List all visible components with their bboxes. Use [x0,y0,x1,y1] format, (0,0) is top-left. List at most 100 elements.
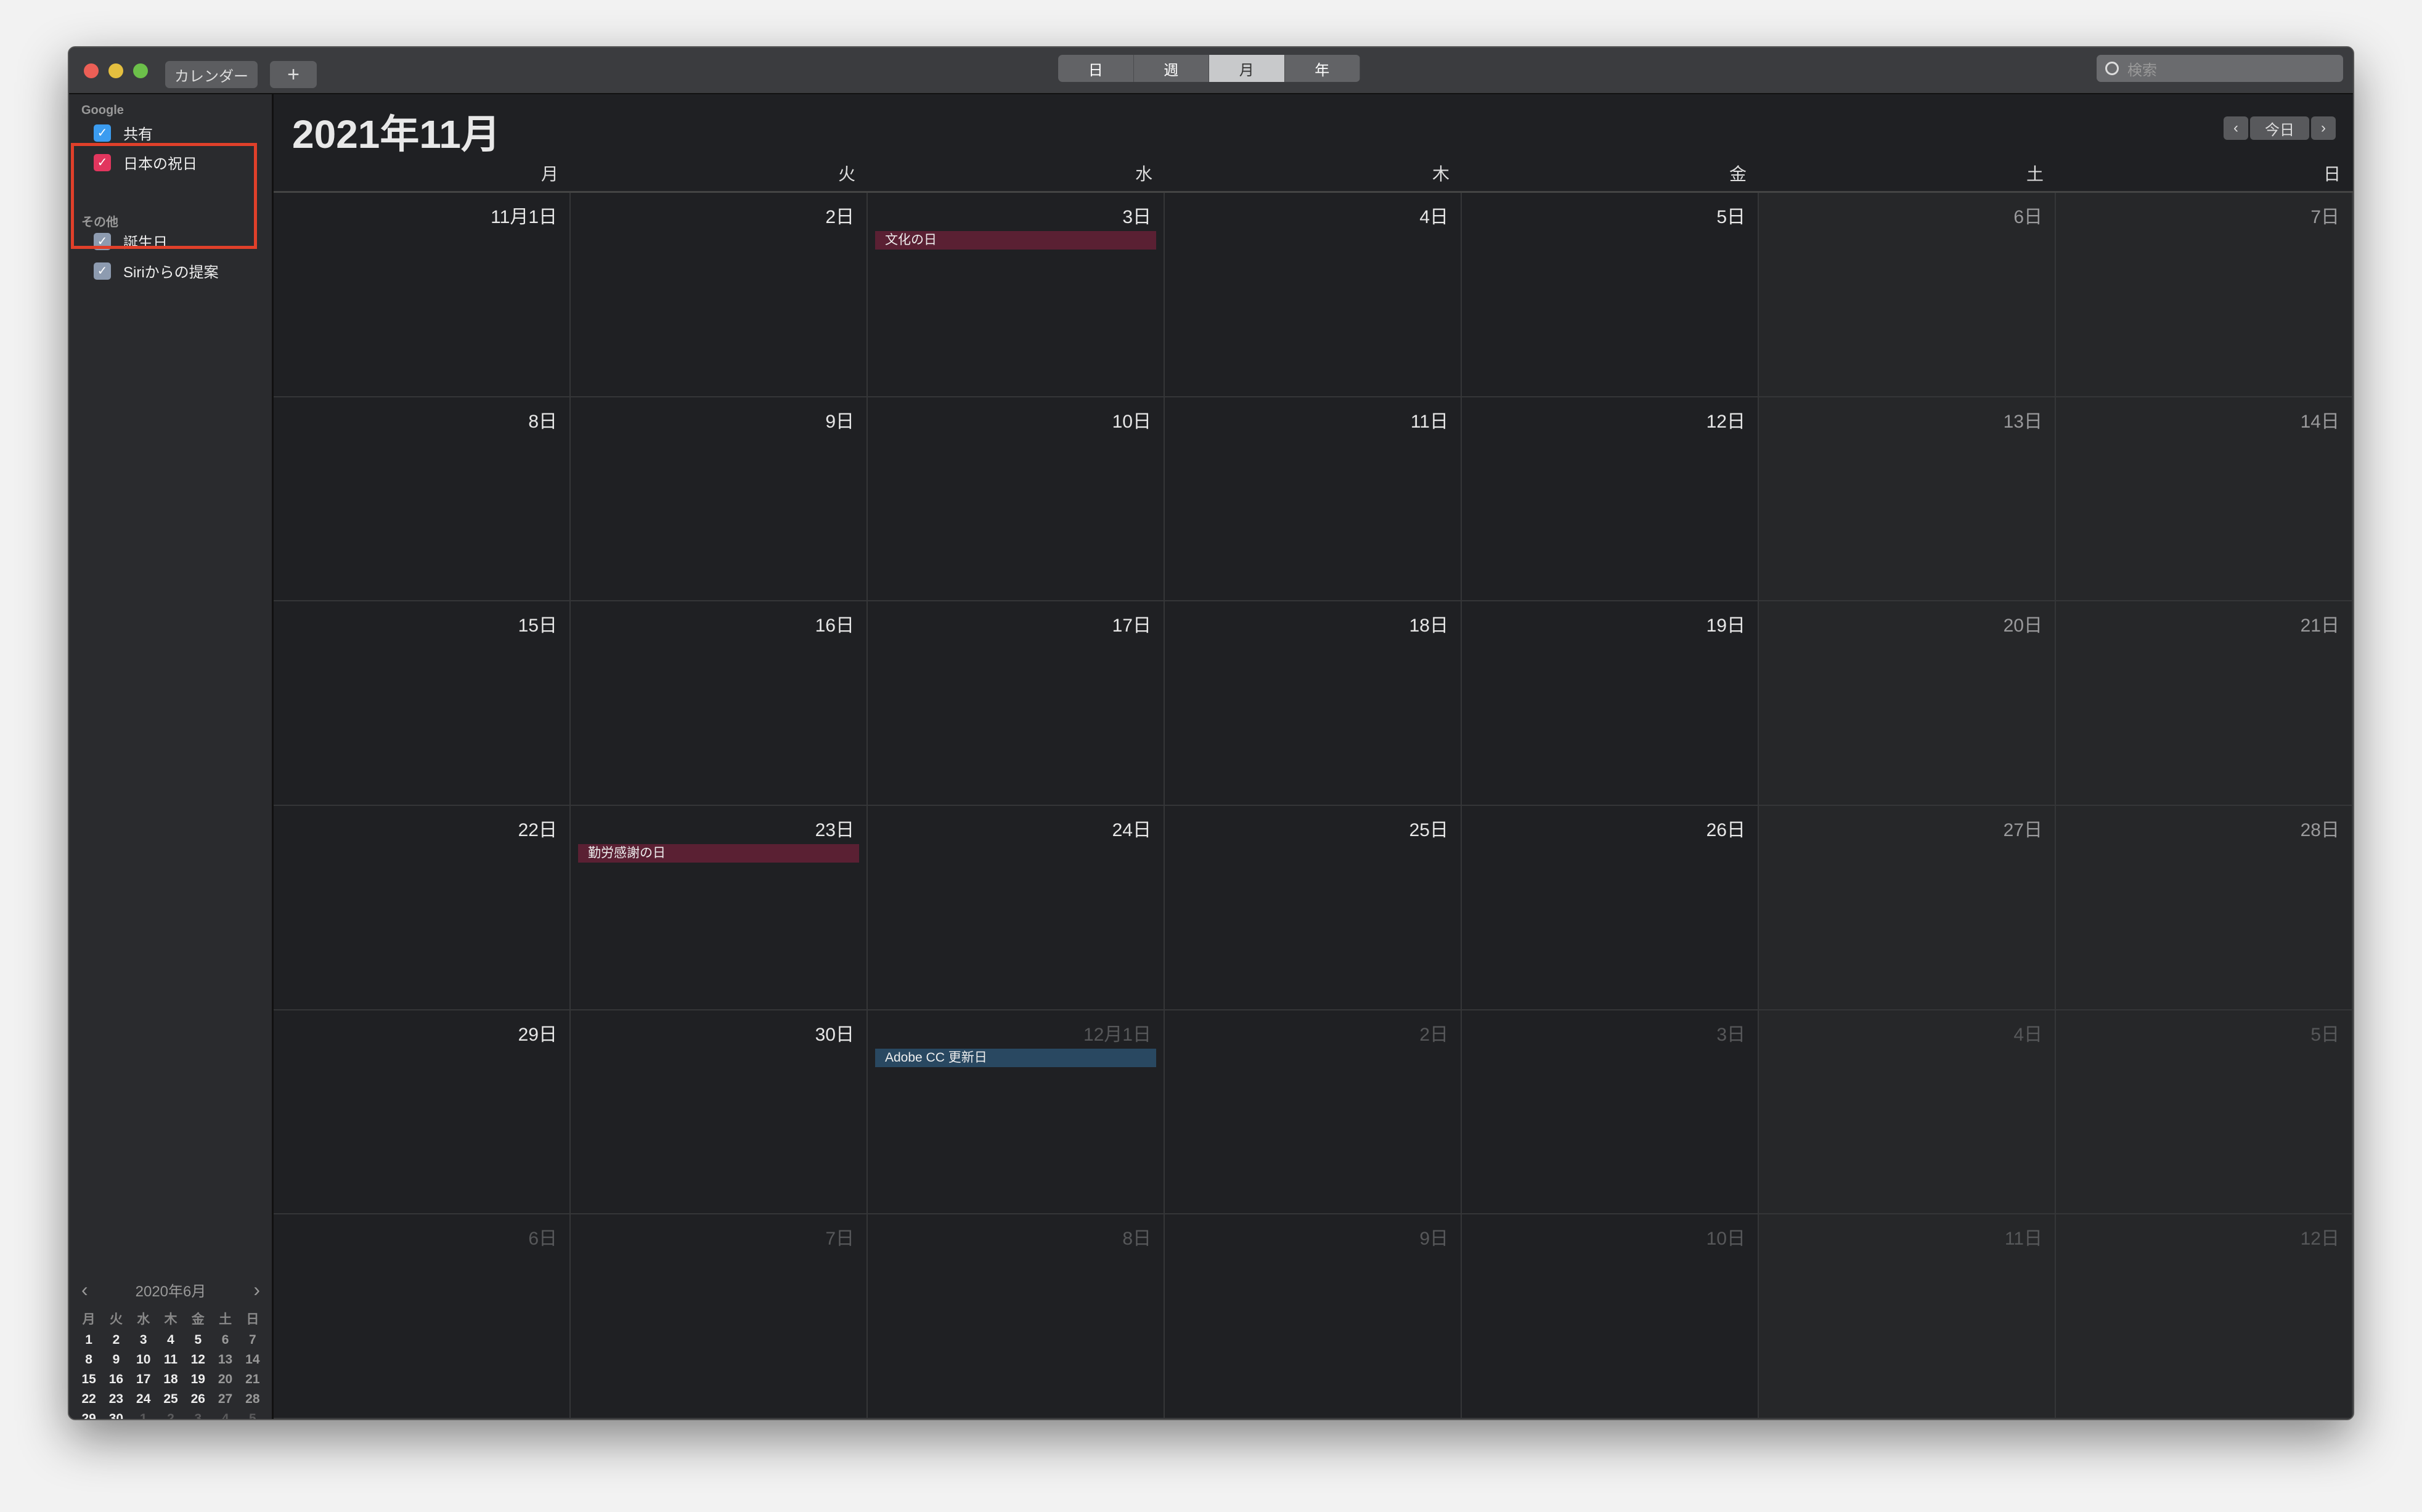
mini-day[interactable]: 28 [245,1392,260,1406]
day-cell[interactable]: 5日 [2056,1010,2353,1215]
mini-day[interactable]: 10 [136,1352,151,1367]
day-cell[interactable]: 28日 [2056,805,2353,1010]
mini-day[interactable]: 3 [139,1333,147,1347]
mini-day[interactable]: 1 [139,1412,147,1420]
day-cell[interactable]: 12日 [1462,397,1759,602]
day-cell[interactable]: 22日 [274,805,571,1010]
mini-day[interactable]: 8 [85,1352,92,1367]
day-cell[interactable]: 9日 [571,397,868,602]
calendar-item[interactable]: ✓ 日本の祝日 [94,152,197,173]
day-cell[interactable]: 2日 [571,193,868,397]
day-cell[interactable]: 11月1日 [274,193,571,397]
checkbox-icon[interactable]: ✓ [94,262,111,280]
mini-day[interactable]: 5 [249,1412,256,1420]
mini-day[interactable]: 19 [190,1372,205,1386]
close-button[interactable] [84,63,99,78]
mini-day[interactable]: 7 [249,1333,256,1347]
day-cell[interactable]: 23日 勤労感謝の日 [571,805,868,1010]
day-cell[interactable]: 16日 [571,601,868,806]
calendar-item[interactable]: ✓ Siriからの提案 [94,260,219,282]
mini-next-button[interactable]: › [253,1278,260,1301]
mini-day[interactable]: 18 [163,1372,178,1386]
day-cell[interactable]: 8日 [274,397,571,602]
day-cell[interactable]: 10日 [868,397,1165,602]
day-cell[interactable]: 3日 [1462,1010,1759,1215]
mini-day[interactable]: 16 [108,1372,124,1386]
checkbox-icon[interactable]: ✓ [94,124,111,142]
zoom-button[interactable] [133,63,148,78]
mini-day[interactable]: 13 [218,1352,233,1367]
minimize-button[interactable] [108,63,123,78]
mini-day[interactable]: 26 [190,1392,205,1406]
mini-day[interactable]: 22 [81,1392,96,1406]
day-cell[interactable]: 12日 [2056,1214,2353,1419]
day-cell[interactable]: 26日 [1462,805,1759,1010]
mini-day[interactable]: 5 [194,1333,202,1347]
tab-view-1[interactable]: 週 [1134,55,1209,82]
tab-view-0[interactable]: 日 [1058,55,1134,82]
prev-month-button[interactable]: ‹ [2224,116,2248,140]
mini-day[interactable]: 4 [167,1333,174,1347]
day-cell[interactable]: 3日 文化の日 [868,193,1165,397]
mini-day[interactable]: 17 [136,1372,151,1386]
tab-view-3[interactable]: 年 [1285,55,1360,82]
day-cell[interactable]: 6日 [1759,193,2056,397]
mini-day[interactable]: 4 [221,1412,229,1420]
mini-day[interactable]: 2 [167,1412,174,1420]
search-input[interactable]: 検索 [2097,55,2343,82]
day-cell[interactable]: 13日 [1759,397,2056,602]
day-cell[interactable]: 30日 [571,1010,868,1215]
day-cell[interactable]: 17日 [868,601,1165,806]
event[interactable]: 文化の日 [875,231,1156,250]
calendars-button[interactable]: カレンダー [165,61,258,88]
day-cell[interactable]: 6日 [274,1214,571,1419]
mini-day[interactable]: 23 [108,1392,124,1406]
day-cell[interactable]: 10日 [1462,1214,1759,1419]
day-cell[interactable]: 9日 [1165,1214,1462,1419]
day-cell[interactable]: 7日 [571,1214,868,1419]
day-cell[interactable]: 27日 [1759,805,2056,1010]
mini-day[interactable]: 30 [108,1412,124,1420]
mini-day[interactable]: 20 [218,1372,233,1386]
mini-day[interactable]: 25 [163,1392,178,1406]
checkbox-icon[interactable]: ✓ [94,153,111,171]
day-cell[interactable]: 4日 [1165,193,1462,397]
mini-day[interactable]: 6 [221,1333,229,1347]
mini-day[interactable]: 14 [245,1352,260,1367]
day-cell[interactable]: 8日 [868,1214,1165,1419]
day-cell[interactable]: 21日 [2056,601,2353,806]
today-button[interactable]: 今日 [2250,116,2309,140]
mini-day[interactable]: 12 [190,1352,205,1367]
day-cell[interactable]: 18日 [1165,601,1462,806]
mini-day[interactable]: 21 [245,1372,260,1386]
mini-day[interactable]: 2 [112,1333,120,1347]
day-cell[interactable]: 20日 [1759,601,2056,806]
day-cell[interactable]: 29日 [274,1010,571,1215]
calendar-item[interactable]: ✓ 共有 [94,122,153,144]
day-cell[interactable]: 24日 [868,805,1165,1010]
mini-day[interactable]: 3 [194,1412,202,1420]
day-cell[interactable]: 15日 [274,601,571,806]
event[interactable]: Adobe CC 更新日 [875,1048,1156,1067]
mini-day[interactable]: 15 [81,1372,96,1386]
day-cell[interactable]: 25日 [1165,805,1462,1010]
day-cell[interactable]: 2日 [1165,1010,1462,1215]
day-cell[interactable]: 7日 [2056,193,2353,397]
day-cell[interactable]: 4日 [1759,1010,2056,1215]
next-month-button[interactable]: › [2311,116,2336,140]
event[interactable]: 勤労感謝の日 [578,843,859,863]
mini-day[interactable]: 27 [218,1392,233,1406]
day-cell[interactable]: 11日 [1759,1214,2056,1419]
mini-day[interactable]: 24 [136,1392,151,1406]
mini-day[interactable]: 29 [81,1412,96,1420]
day-cell[interactable]: 5日 [1462,193,1759,397]
mini-day[interactable]: 1 [85,1333,92,1347]
mini-prev-button[interactable]: ‹ [81,1278,88,1301]
day-cell[interactable]: 11日 [1165,397,1462,602]
day-cell[interactable]: 12月1日 Adobe CC 更新日 [868,1010,1165,1215]
tab-view-2[interactable]: 月 [1209,55,1285,82]
mini-day[interactable]: 9 [112,1352,120,1367]
day-cell[interactable]: 14日 [2056,397,2353,602]
add-event-button[interactable]: + [270,61,317,88]
day-cell[interactable]: 19日 [1462,601,1759,806]
